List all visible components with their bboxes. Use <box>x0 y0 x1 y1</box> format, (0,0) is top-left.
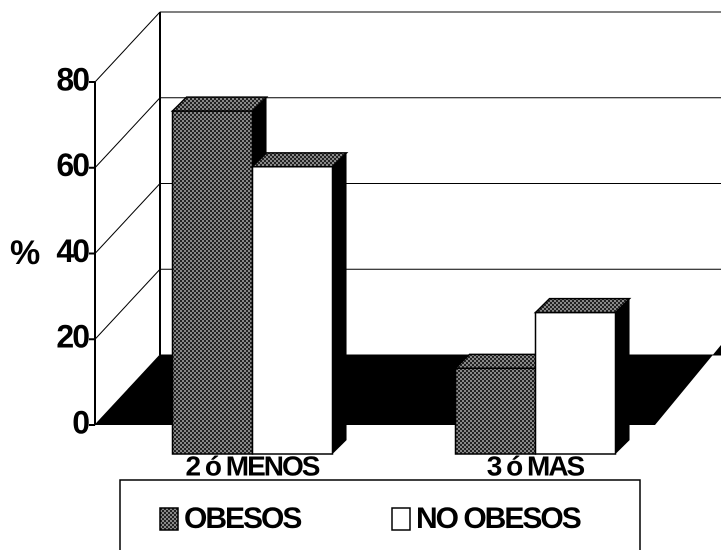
bar-front <box>251 165 334 455</box>
y-tick-label: 60 <box>56 147 89 183</box>
y-tick-label: 40 <box>56 233 89 269</box>
y-axis-label: % <box>10 234 40 272</box>
x-tick-label: 3 ó MAS <box>487 450 585 481</box>
legend-swatch <box>159 507 179 531</box>
legend-swatch <box>391 507 411 531</box>
x-tick-label: 2 ó MENOS <box>186 450 320 481</box>
bar-front <box>534 311 617 455</box>
grid-line <box>94 11 161 83</box>
legend-label: NO OBESOS <box>416 502 581 535</box>
grid-line <box>94 268 161 340</box>
bar-top <box>170 96 269 112</box>
bar-side <box>332 152 347 454</box>
y-tick-label: 20 <box>56 319 89 355</box>
bar-front <box>171 110 254 455</box>
y-tick-label: 80 <box>56 61 89 97</box>
grid-line <box>94 183 161 254</box>
legend-box <box>119 479 641 550</box>
y-tick-label: 0 <box>72 404 89 440</box>
bar-top <box>250 152 349 168</box>
bar-top <box>533 297 632 314</box>
bar-front <box>454 367 537 455</box>
legend-label: OBESOS <box>184 502 301 535</box>
grid-line <box>94 97 161 169</box>
bar-side <box>615 298 630 454</box>
